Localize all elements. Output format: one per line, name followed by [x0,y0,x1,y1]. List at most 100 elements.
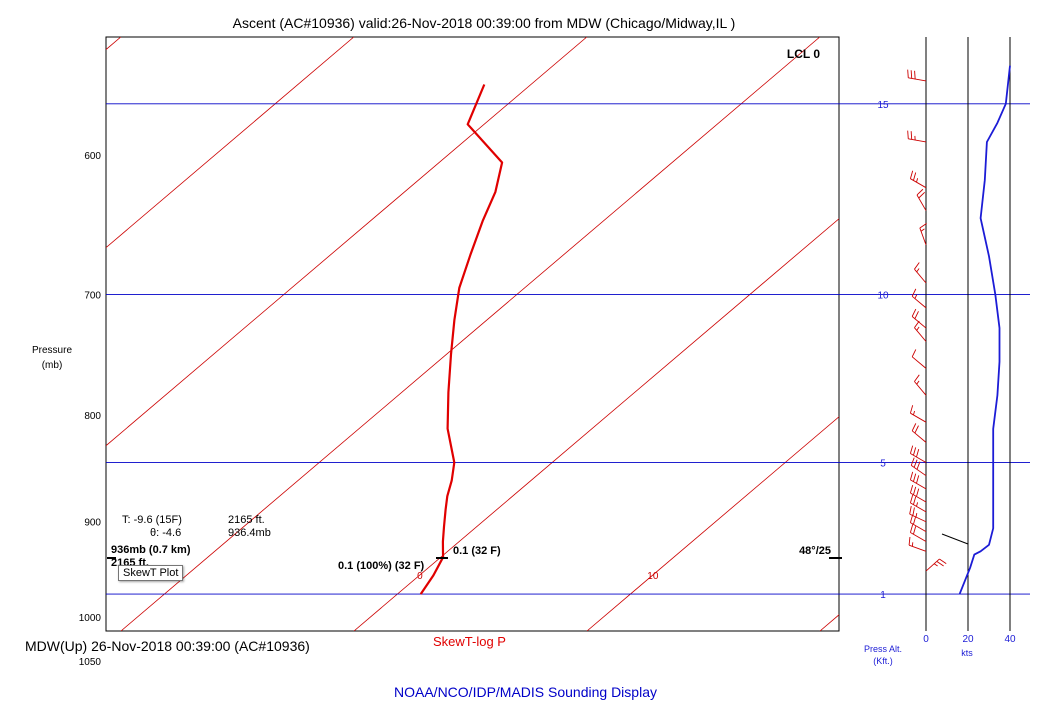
barb-flag [913,172,917,181]
altitude-tick-label: 1 [880,590,886,601]
barb-flag [913,496,917,505]
wind-barb [909,494,927,513]
barb-flag [916,448,920,458]
barb-flag [914,374,920,382]
skewt-tooltip: SkewT Plot [118,565,184,581]
isotherm-lines [106,37,839,631]
wind-barb [909,484,927,503]
barb-flag [916,475,920,484]
barb-flag [911,288,917,297]
readout-press: 936.4mb [228,527,271,539]
barb-staff [910,453,927,463]
wind-readout: 48°/25 [799,545,831,557]
barb-flag [913,486,917,495]
wind-barb [919,222,927,246]
pressure-tick-label: 700 [84,290,101,301]
barb-flag [913,473,917,482]
barb-half-flag [914,294,918,299]
wind-barb [908,536,927,552]
barb-flag [909,514,914,523]
wind-barb [916,188,927,211]
barb-flag [909,524,914,533]
wind-barb [914,374,927,396]
altitude-tick-label: 15 [877,100,889,111]
wind-barb [909,514,927,532]
wind-barb [911,349,927,369]
temperature-line [419,84,504,595]
barb-half-flag [916,178,919,183]
barb-staff [910,479,927,490]
isotherm-line [106,37,588,447]
barb-flag [909,494,914,503]
barb-flag [916,461,921,470]
press-alt-unit: (Kft.) [873,656,893,666]
isotherm-label: 0 [417,571,423,582]
chart-title: Ascent (AC#10936) valid:26-Nov-2018 00:3… [232,15,736,31]
sounding-info: MDW(Up) 26-Nov-2018 00:39:00 (AC#10936) [25,638,310,654]
barb-half-flag [916,502,919,507]
temperature-profile [419,84,504,595]
pressure-tick-label: 1050 [79,657,102,668]
barb-staff [910,532,927,542]
wind-barb [909,471,927,490]
barb-staff [916,194,927,211]
barb-flag [913,516,917,525]
barb-flag [914,262,920,270]
barb-flag [913,447,917,456]
wind-speed-profile [958,65,1011,595]
pressure-tick-label: 900 [84,518,101,529]
barb-staff [908,77,927,82]
press-alt-label: Press Alt. [864,644,902,654]
wind-barb [911,423,927,443]
barb-flag [913,526,917,535]
altitude-tick-label: 5 [880,459,886,470]
barb-staff [908,544,927,552]
wind-speed-line [958,65,1011,595]
barb-flag [918,191,925,199]
lcl-label: LCL 0 [787,47,820,61]
display-credit: NOAA/NCO/IDP/MADIS Sounding Display [394,684,657,700]
barb-half-flag [915,512,918,518]
barb-half-flag [913,410,916,416]
barb-flag [909,505,912,515]
pressure-unit: (mb) [41,360,63,371]
barb-flag [912,507,915,516]
barb-staff [911,356,927,369]
barb-half-flag [933,563,938,567]
barb-half-flag [916,380,920,385]
barb-flag [914,425,919,434]
speed-tick-labels: 0 20 40 [923,634,1016,645]
barb-flag [936,561,944,567]
barb-staff [909,513,927,523]
barb-staff [910,412,927,423]
cursor-wind-barb [941,533,969,545]
wind-barb [911,308,927,329]
barb-flag [919,222,927,229]
wind-barb [910,457,927,477]
barb-flag [909,170,914,179]
isobar-lines [106,103,1030,595]
barb-half-flag [916,326,920,331]
barb-flag [913,459,918,468]
barb-flag [914,70,916,80]
barb-flag [916,488,920,497]
barb-staff [910,522,927,532]
pressure-tick-label: 1000 [79,613,102,624]
barb-flag [911,349,917,358]
isotherm-line [120,37,821,631]
freezing-label: 0.1 (32 F) [453,545,501,557]
pressure-tick-labels: 600 700 800 900 1000 1050 [79,151,102,668]
wind-barb [909,524,927,542]
wind-barb [909,405,927,423]
wind-barb [925,558,947,572]
wind-barb [907,130,927,143]
wind-speed-axes [925,37,1011,631]
barb-staff [910,178,927,189]
barb-flag [911,423,917,431]
barb-staff [910,492,927,503]
wind-barb [909,505,927,523]
wind-barbs [907,69,947,572]
barb-staff [910,502,927,513]
